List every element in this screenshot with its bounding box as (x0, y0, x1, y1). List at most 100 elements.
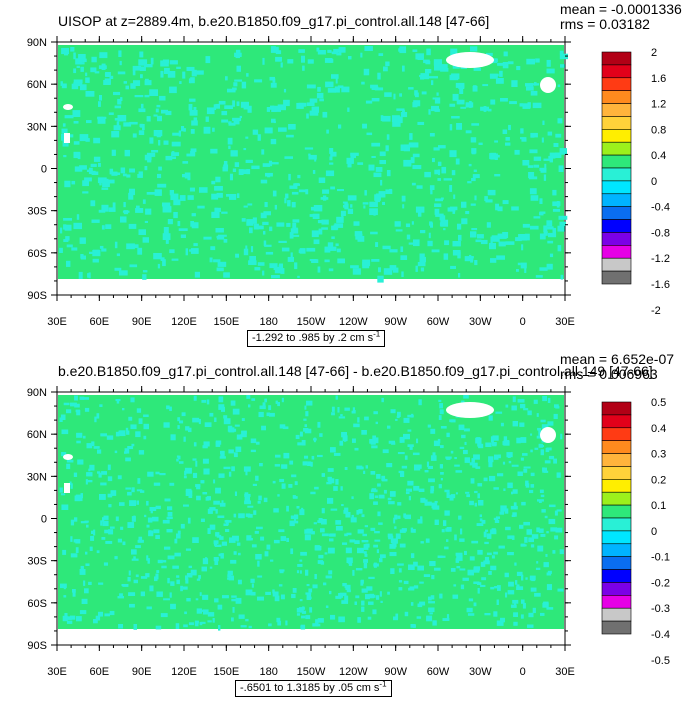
field-speckle (105, 72, 111, 77)
field-speckle (479, 518, 483, 522)
field-speckle (416, 438, 419, 444)
field-speckle (93, 137, 101, 144)
field-speckle (101, 248, 107, 252)
field-speckle (485, 529, 488, 532)
field-speckle (435, 213, 444, 217)
field-speckle (428, 109, 431, 115)
field-speckle (278, 127, 287, 132)
x-tick-label: 30E (47, 666, 67, 678)
field-speckle (235, 54, 240, 59)
field-speckle (231, 617, 234, 622)
field-speckle (397, 116, 403, 124)
field-speckle (300, 624, 306, 630)
field-speckle (108, 529, 114, 535)
field-speckle (125, 487, 131, 490)
field-speckle (548, 232, 557, 238)
colorbar-label: 0.4 (651, 150, 666, 162)
field-speckle (540, 494, 545, 498)
field-speckle (248, 625, 252, 629)
field-speckle (329, 162, 334, 165)
field-speckle (487, 189, 496, 196)
field-speckle (360, 52, 363, 58)
field-speckle (73, 52, 76, 60)
rms-label: rms = 0.006963 (560, 366, 658, 382)
field-speckle (157, 263, 161, 269)
field-speckle (437, 178, 441, 181)
field-speckle (246, 73, 249, 77)
field-speckle (153, 130, 163, 137)
field-speckle (327, 49, 332, 53)
field-speckle (230, 150, 238, 157)
field-speckle (144, 94, 150, 98)
field-speckle (465, 211, 470, 215)
field-speckle (361, 588, 368, 593)
field-speckle (306, 113, 309, 119)
field-speckle (245, 159, 253, 163)
field-speckle (252, 483, 257, 486)
colorbar-swatch (601, 180, 632, 195)
field-speckle (389, 552, 397, 557)
x-tick-label: 90E (132, 666, 152, 678)
field-speckle (129, 121, 138, 125)
field-speckle (347, 195, 357, 201)
field-speckle (100, 433, 107, 437)
field-speckle (150, 509, 153, 514)
field-speckle (140, 74, 143, 79)
field-speckle (163, 140, 169, 145)
field-speckle (323, 582, 327, 586)
field-speckle (293, 496, 298, 499)
field-speckle (312, 584, 318, 589)
field-speckle (250, 591, 256, 596)
field-speckle (327, 476, 332, 481)
colorbar-label: -0.5 (651, 655, 670, 667)
field-speckle (478, 500, 484, 506)
field-speckle (522, 602, 526, 609)
field-speckle (178, 461, 184, 464)
field-speckle (416, 616, 422, 619)
field-speckle (266, 544, 271, 550)
field-speckle (473, 169, 477, 172)
field-speckle (365, 100, 373, 104)
field-speckle (74, 395, 78, 401)
field-speckle (455, 552, 463, 556)
field-speckle (139, 123, 143, 128)
field-speckle (505, 526, 511, 531)
field-speckle (410, 602, 414, 606)
field-speckle (164, 498, 171, 502)
field-speckle (556, 201, 560, 208)
field-speckle (237, 579, 242, 585)
field-speckle (408, 564, 415, 570)
colorbar-swatch (601, 245, 632, 259)
colorbar-swatch (601, 103, 632, 117)
field-speckle (298, 189, 307, 193)
field-speckle (388, 535, 394, 540)
field-speckle (279, 478, 285, 483)
field-speckle (449, 74, 459, 81)
field-speckle (494, 140, 498, 143)
field-speckle (176, 455, 180, 458)
field-speckle (190, 148, 197, 153)
field-speckle (118, 50, 122, 57)
field-speckle (289, 185, 298, 189)
field-speckle (397, 502, 402, 506)
field-speckle (477, 483, 483, 487)
field-speckle (73, 151, 81, 159)
field-speckle (251, 165, 260, 170)
colorbar-swatch (601, 64, 632, 79)
field-speckle (130, 244, 139, 249)
field-speckle (75, 539, 81, 544)
field-speckle (493, 517, 499, 520)
field-speckle (397, 411, 401, 417)
field-speckle (452, 241, 461, 247)
field-speckle (133, 624, 137, 630)
field-speckle (488, 571, 492, 575)
field-speckle (76, 432, 83, 438)
field-speckle (321, 533, 329, 537)
field-speckle (127, 522, 135, 528)
field-speckle (199, 187, 208, 193)
field-speckle (66, 459, 74, 463)
field-speckle (317, 454, 323, 458)
field-speckle (340, 414, 343, 417)
field-speckle (261, 425, 266, 431)
field-speckle (79, 569, 86, 575)
